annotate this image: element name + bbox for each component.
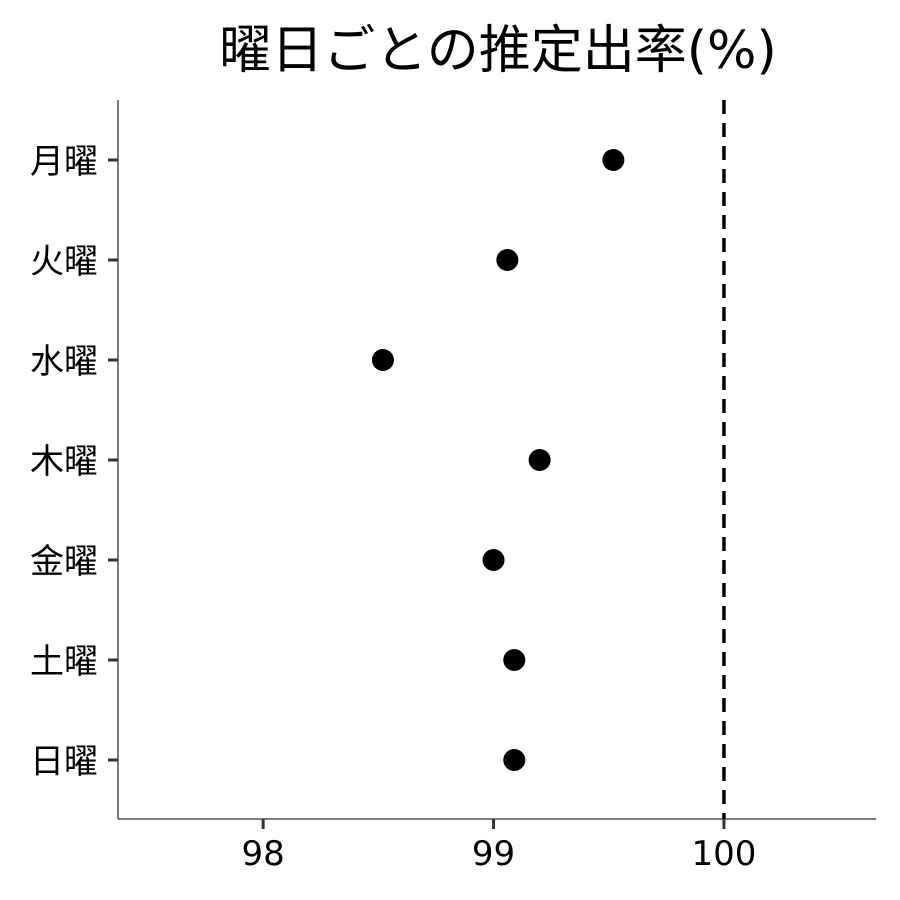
data-point xyxy=(503,649,526,671)
data-point xyxy=(482,549,505,571)
data-point xyxy=(602,149,625,171)
chart-title: 曜日ごとの推定出率(%) xyxy=(219,21,777,81)
x-tick-label: 100 xyxy=(691,834,756,874)
y-tick-label: 月曜 xyxy=(30,142,98,182)
y-tick-label: 日曜 xyxy=(30,742,98,782)
y-tick-label: 火曜 xyxy=(30,242,98,282)
x-tick-label: 99 xyxy=(472,834,515,874)
y-tick-label: 木曜 xyxy=(30,442,98,482)
data-point xyxy=(496,249,519,271)
y-tick-label: 土曜 xyxy=(30,642,98,682)
data-point xyxy=(371,349,394,371)
data-point xyxy=(503,749,526,771)
data-point xyxy=(528,449,551,471)
y-tick-label: 水曜 xyxy=(30,342,98,382)
y-tick-label: 金曜 xyxy=(30,542,98,582)
x-tick-label: 98 xyxy=(242,834,285,874)
